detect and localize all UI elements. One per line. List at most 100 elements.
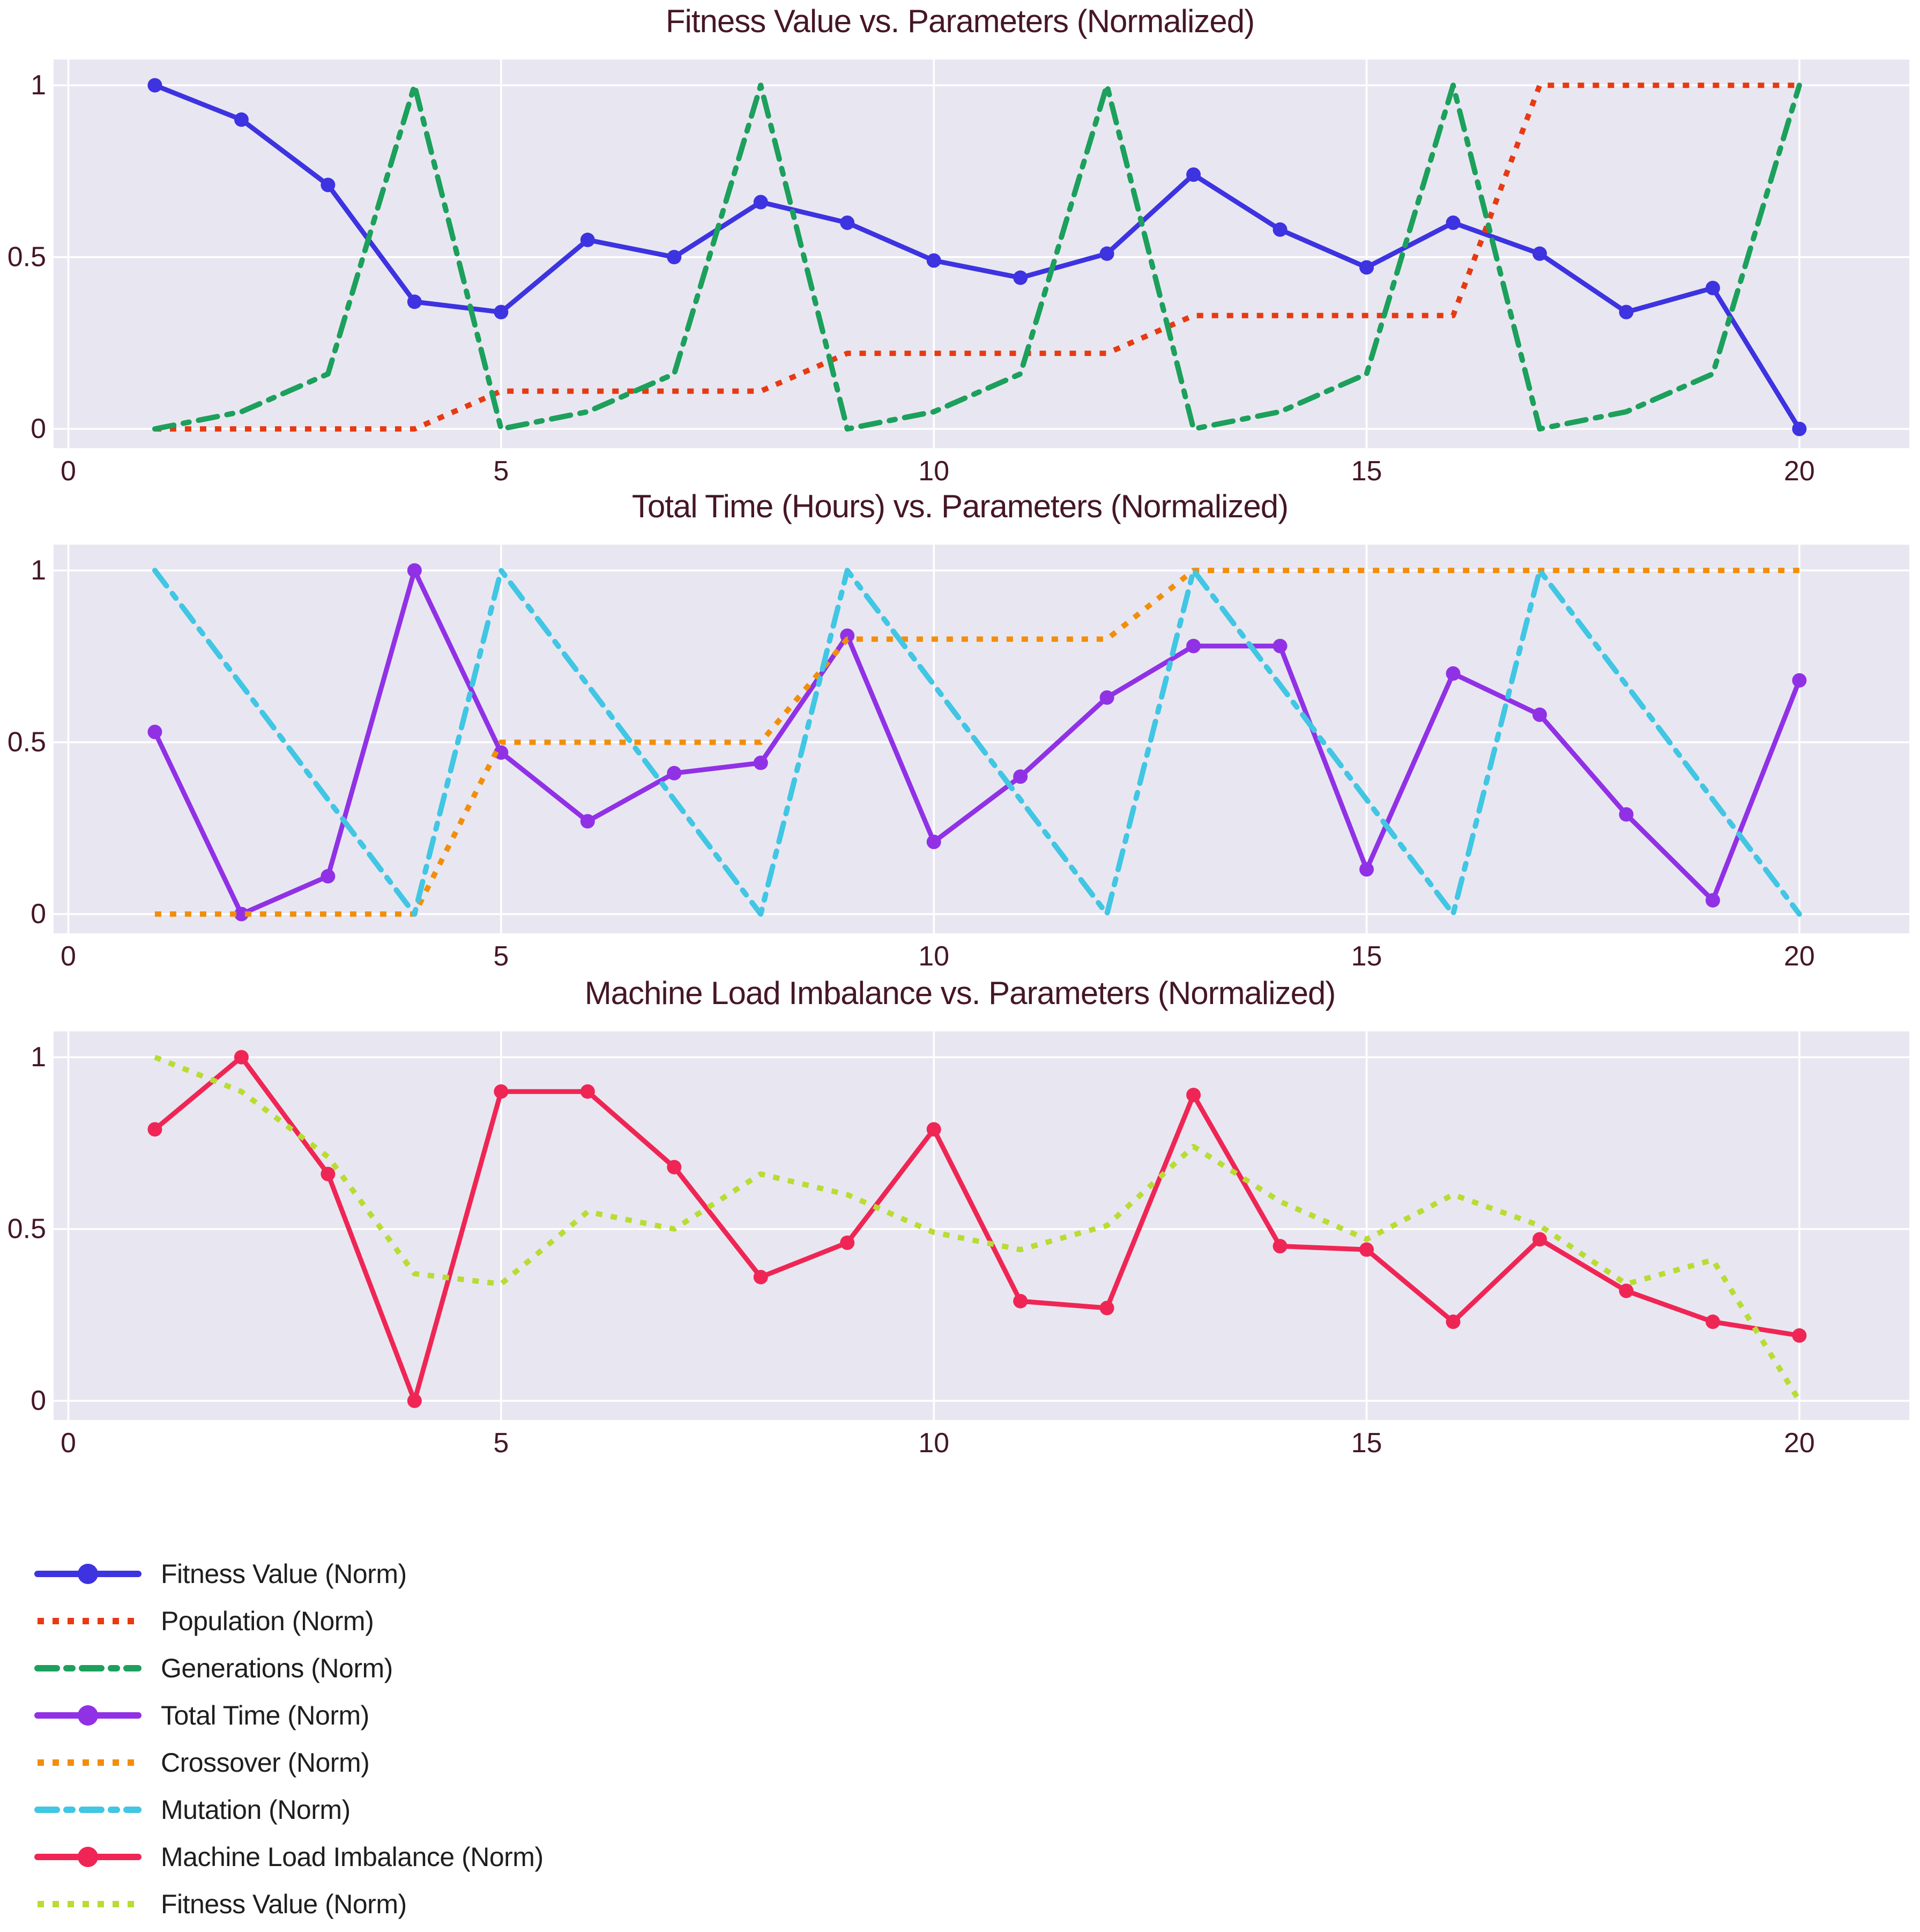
legend-item-5: Mutation (Norm): [34, 1786, 544, 1833]
series-marker-total-time-norm: [1272, 638, 1288, 653]
series-marker-total-time-norm: [926, 834, 941, 849]
series-line-mutation-norm: [152, 568, 1802, 917]
legend-label: Fitness Value (Norm): [161, 1559, 407, 1589]
series-marker-fitness-value-norm: [1532, 246, 1547, 261]
series-line-population-norm: [154, 83, 1799, 432]
legend-swatch-dotted: [38, 1618, 138, 1624]
series-marker-fitness-value-norm: [580, 233, 595, 248]
series-line-fitness-value-norm: [152, 83, 1802, 432]
series-marker-machine-load-imbalance-norm: [1272, 1239, 1288, 1254]
series-marker-fitness-value-norm: [1013, 270, 1028, 285]
series-marker-total-time-norm: [1705, 893, 1720, 908]
series-marker-total-time-norm: [580, 814, 595, 829]
series-marker-total-time-norm: [1446, 666, 1461, 681]
legend-item-7: Fitness Value (Norm): [34, 1881, 544, 1928]
legend-swatch-solid: [34, 1847, 142, 1867]
series-marker-total-time-norm: [1099, 690, 1114, 705]
series-marker-machine-load-imbalance-norm: [753, 1269, 768, 1284]
chart-section-total-time: Total Time (Hours) vs. Parameters (Norma…: [0, 485, 1920, 970]
legend-label: Fitness Value (Norm): [161, 1889, 407, 1919]
legend-item-0: Fitness Value (Norm): [34, 1550, 544, 1597]
legend-swatch-dotted: [38, 1901, 138, 1907]
legend-swatch-dashdot: [34, 1665, 142, 1671]
series-marker-machine-load-imbalance-norm: [1792, 1328, 1807, 1343]
x-tick-label: 0: [61, 941, 76, 970]
legend-item-3: Total Time (Norm): [34, 1692, 544, 1739]
x-tick-label: 5: [493, 1428, 509, 1457]
series-marker-machine-load-imbalance-norm: [321, 1166, 336, 1182]
series-marker-machine-load-imbalance-norm: [407, 1393, 422, 1408]
series-marker-fitness-value-norm: [1359, 260, 1374, 275]
series-line-crossover-norm: [154, 568, 1799, 917]
series-marker-machine-load-imbalance-norm: [1359, 1242, 1374, 1257]
series-marker-total-time-norm: [321, 869, 336, 884]
plot-background: [54, 60, 1909, 448]
legend-label: Mutation (Norm): [161, 1795, 351, 1825]
chart-title-machine-load-imbalance: Machine Load Imbalance vs. Parameters (N…: [584, 975, 1336, 1011]
x-tick-label: 0: [61, 1428, 76, 1457]
series-line-fitness-value-norm: [154, 1054, 1802, 1402]
x-tick-label: 15: [1351, 941, 1382, 970]
chart-plot-fitness-value: 0 5 10 15 20 0 0.5 1: [8, 60, 1909, 485]
series-marker-total-time-norm: [1532, 707, 1547, 722]
series-marker-machine-load-imbalance-norm: [1619, 1283, 1634, 1298]
x-tick-label: 5: [493, 941, 509, 970]
y-tick-label: 0.5: [8, 727, 46, 758]
series-line-machine-load-imbalance-norm: [152, 1054, 1802, 1403]
x-tick-label: 15: [1351, 456, 1382, 485]
series-marker-total-time-norm: [1359, 862, 1374, 877]
x-tick-label: 15: [1351, 1428, 1382, 1457]
series-marker-total-time-norm: [147, 724, 162, 739]
series-marker-total-time-norm: [1792, 673, 1807, 688]
series-line-generations-norm: [152, 83, 1802, 432]
legend-label: Crossover (Norm): [161, 1748, 370, 1778]
series-marker-total-time-norm: [1013, 769, 1028, 784]
series-marker-fitness-value-norm: [1446, 215, 1461, 230]
x-tick-label: 10: [918, 456, 949, 485]
series-marker-fitness-value-norm: [234, 112, 249, 127]
series-marker-total-time-norm: [753, 755, 768, 770]
series-marker-fitness-value-norm: [1099, 246, 1114, 261]
series-marker-fitness-value-norm: [1272, 222, 1288, 237]
series-marker-machine-load-imbalance-norm: [1099, 1301, 1114, 1316]
series-marker-machine-load-imbalance-norm: [840, 1235, 855, 1250]
series-marker-machine-load-imbalance-norm: [580, 1084, 595, 1099]
series-marker-total-time-norm: [494, 745, 509, 760]
y-tick-label: 0: [31, 898, 46, 930]
series-line-total-time-norm: [152, 568, 1802, 917]
series-marker-total-time-norm: [1186, 638, 1201, 653]
chart-title-fitness-value: Fitness Value vs. Parameters (Normalized…: [665, 3, 1255, 39]
y-tick-label: 0.5: [8, 1214, 46, 1245]
series-marker-machine-load-imbalance-norm: [667, 1160, 682, 1175]
y-tick-label: 0: [31, 1385, 46, 1416]
x-tick-label: 20: [1784, 941, 1815, 970]
series-marker-machine-load-imbalance-norm: [1446, 1314, 1461, 1329]
x-tick-label: 5: [493, 456, 509, 485]
x-tick-label: 10: [918, 1428, 949, 1457]
chart-title-total-time: Total Time (Hours) vs. Parameters (Norma…: [631, 488, 1289, 524]
series-marker-machine-load-imbalance-norm: [494, 1084, 509, 1099]
y-tick-label: 1: [31, 555, 46, 586]
series-marker-machine-load-imbalance-norm: [1186, 1088, 1201, 1103]
plot-background: [54, 545, 1909, 933]
series-marker-fitness-value-norm: [321, 177, 336, 192]
series-marker-fitness-value-norm: [667, 250, 682, 265]
series-marker-machine-load-imbalance-norm: [1532, 1232, 1547, 1247]
series-marker-total-time-norm: [667, 766, 682, 781]
series-marker-fitness-value-norm: [1619, 304, 1634, 319]
chart-section-machine-load-imbalance: Machine Load Imbalance vs. Parameters (N…: [0, 972, 1920, 1457]
series-marker-total-time-norm: [407, 563, 422, 578]
series-marker-total-time-norm: [234, 906, 249, 922]
series-marker-fitness-value-norm: [494, 304, 509, 319]
series-marker-machine-load-imbalance-norm: [234, 1050, 249, 1065]
x-tick-label: 0: [61, 456, 76, 485]
y-tick-label: 1: [31, 1042, 46, 1073]
series-marker-fitness-value-norm: [1705, 280, 1720, 295]
series-marker-fitness-value-norm: [926, 253, 941, 268]
series-marker-fitness-value-norm: [147, 78, 162, 93]
series-marker-total-time-norm: [1619, 807, 1634, 822]
legend-swatch-dotted: [38, 1759, 138, 1766]
legend-swatch-solid: [34, 1564, 142, 1584]
series-marker-fitness-value-norm: [753, 195, 768, 210]
